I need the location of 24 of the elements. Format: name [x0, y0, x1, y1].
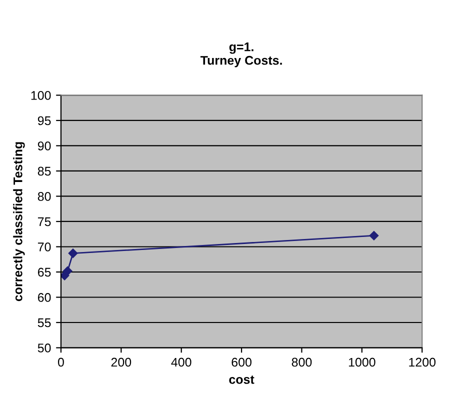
point [68, 248, 78, 258]
x-tick-label: 400 [171, 358, 192, 367]
x-tick-label: 1200 [409, 358, 436, 367]
y-tick-label: 80 [38, 192, 51, 201]
y-tick-label: 100 [31, 91, 51, 100]
y-tick-label: 65 [38, 268, 51, 277]
y-tick-label: 70 [38, 242, 51, 252]
y-tick-label: 75 [38, 217, 51, 226]
y-tick-label: 85 [38, 166, 51, 176]
point [62, 266, 72, 276]
point [369, 231, 379, 240]
x-tick-label: 200 [111, 358, 132, 367]
x-tick-label: 1000 [348, 358, 376, 367]
x-tick-label: 800 [292, 358, 312, 367]
y-tick-label: 55 [38, 318, 51, 328]
y-tick-label: 90 [38, 142, 51, 150]
y-axis-title: correctly classified Testing [13, 142, 25, 302]
y-tick-label: 50 [38, 344, 51, 352]
chart-title: g=1. Turney Costs. [200, 42, 282, 68]
x-axis-title: cost [229, 376, 254, 384]
y-tick-label: 95 [38, 116, 51, 126]
x-tick-label: 0 [58, 358, 64, 367]
y-tick-label: 60 [38, 293, 51, 302]
x-tick-label: 600 [232, 358, 252, 367]
